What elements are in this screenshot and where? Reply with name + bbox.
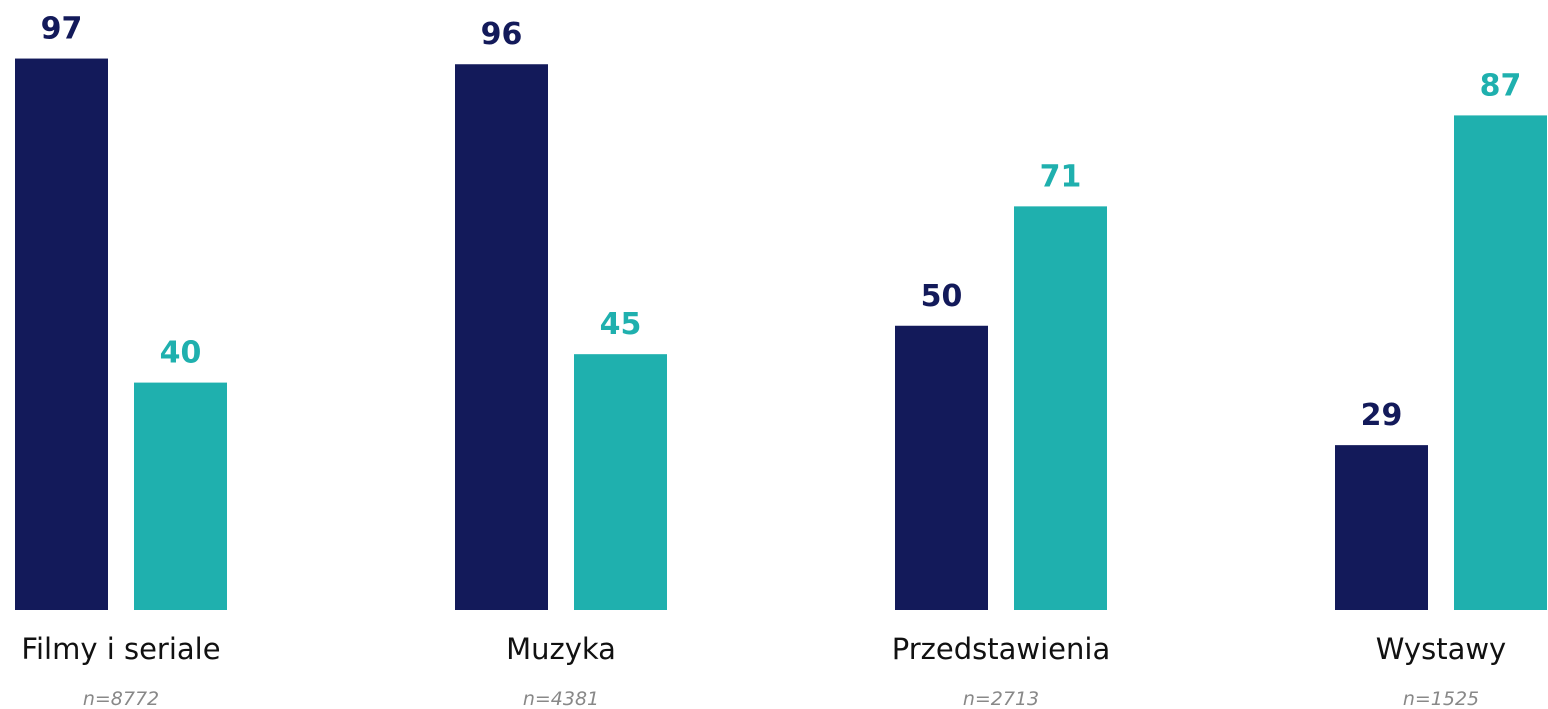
value-label: 97 <box>41 12 83 47</box>
sample-size: n=1525 <box>1403 688 1479 709</box>
bar <box>895 325 988 610</box>
bar <box>574 354 667 610</box>
bar <box>1454 115 1547 610</box>
value-label: 96 <box>481 17 523 52</box>
sample-size: n=8772 <box>83 688 159 709</box>
category-label: Wystawy <box>1376 632 1506 666</box>
category-label: Przedstawienia <box>892 632 1110 666</box>
category-label: Filmy i seriale <box>21 632 220 666</box>
sample-size: n=4381 <box>523 688 599 709</box>
value-label: 45 <box>600 307 642 342</box>
bar <box>134 382 227 610</box>
bar <box>15 58 108 611</box>
value-label: 87 <box>1480 68 1522 103</box>
bar <box>1014 206 1107 611</box>
value-label: 71 <box>1040 159 1082 194</box>
value-label: 29 <box>1361 398 1403 433</box>
category-label: Muzyka <box>506 632 616 666</box>
bar <box>1335 445 1428 610</box>
value-label: 40 <box>160 336 202 371</box>
sample-size: n=2713 <box>963 688 1039 709</box>
value-label: 50 <box>921 279 963 314</box>
bar <box>455 64 548 611</box>
